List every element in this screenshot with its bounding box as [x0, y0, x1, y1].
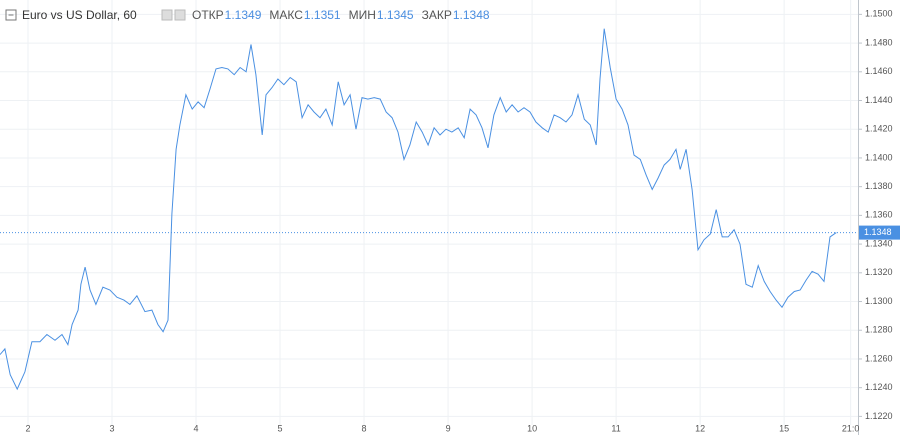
y-tick-label: 1.1500	[865, 9, 893, 19]
y-tick-label: 1.1320	[865, 267, 893, 277]
ohlc-value: 1.1351	[304, 8, 341, 22]
ohlc-label: ЗАКР	[422, 8, 452, 22]
plot	[0, 28, 858, 391]
y-tick-label: 1.1440	[865, 95, 893, 105]
collapse-icon[interactable]	[5, 9, 17, 21]
y-tick-label: 1.1400	[865, 152, 893, 162]
last-price-label: 1.1348	[864, 227, 892, 237]
y-tick-label: 1.1260	[865, 353, 893, 363]
y-tick-label: 1.1340	[865, 238, 893, 248]
y-tick-label: 1.1280	[865, 325, 893, 335]
close-icon[interactable]	[174, 9, 186, 21]
x-tick-label: 10	[527, 423, 537, 433]
price-line	[0, 28, 837, 391]
y-tick-label: 1.1220	[865, 411, 893, 421]
x-tick-label: 4	[194, 423, 199, 433]
x-tick-label: 2	[25, 423, 30, 433]
x-tick-label: 11	[611, 423, 620, 433]
x-tick-label: 3	[110, 423, 115, 433]
grid	[0, 0, 858, 425]
ohlc-label: ОТКР	[192, 8, 224, 22]
y-tick-label: 1.1380	[865, 181, 893, 191]
ohlc-value: 1.1349	[225, 8, 262, 22]
ohlc-label: МАКС	[269, 8, 303, 22]
y-tick-label: 1.1420	[865, 124, 893, 134]
chart-title: Euro vs US Dollar, 60	[22, 8, 137, 22]
settings-icon[interactable]	[161, 9, 173, 21]
x-tick-label: 21:0	[842, 423, 860, 433]
x-tick-label: 12	[695, 423, 705, 433]
legend-header: Euro vs US Dollar, 60 ОТКР 1.1349 МАКС 1.13…	[5, 8, 490, 22]
y-tick-label: 1.1480	[865, 37, 893, 47]
y-tick-label: 1.1460	[865, 66, 893, 76]
y-tick-label: 1.1300	[865, 296, 893, 306]
ohlc-value: 1.1348	[453, 8, 490, 22]
y-tick-label: 1.1360	[865, 210, 893, 220]
y-tick-label: 1.1240	[865, 382, 893, 392]
x-tick-label: 8	[362, 423, 367, 433]
x-tick-label: 9	[446, 423, 451, 433]
last-price-box	[859, 225, 900, 240]
x-tick-label: 15	[779, 423, 789, 433]
ohlc-label: МИН	[349, 8, 376, 22]
x-tick-label: 5	[278, 423, 283, 433]
ohlc-value: 1.1345	[377, 8, 414, 22]
